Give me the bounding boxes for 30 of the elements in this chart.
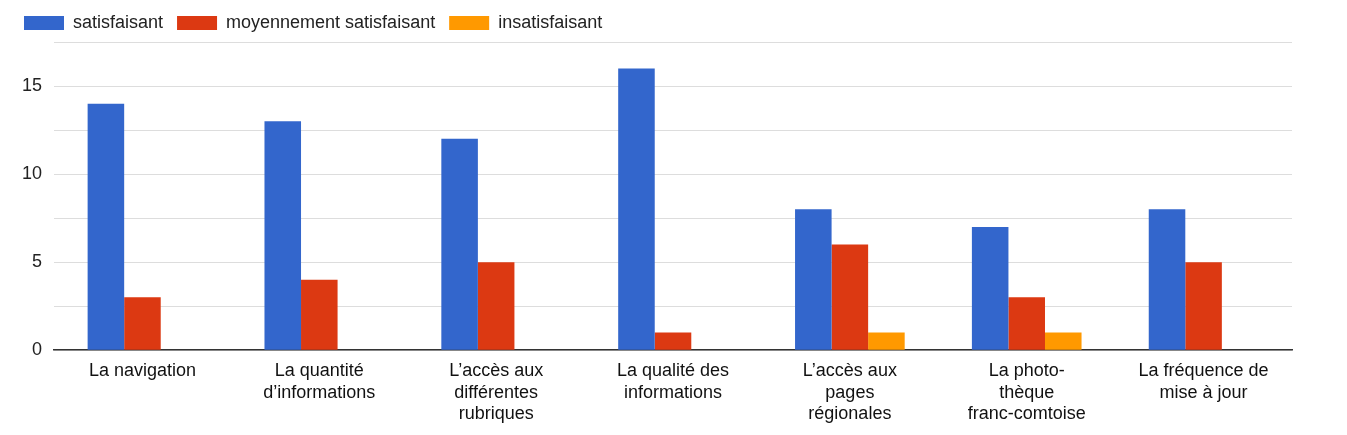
x-tick-label: La fréquence de mise à jour [1138, 359, 1269, 402]
bar [124, 297, 161, 350]
bar [477, 262, 515, 350]
x-tick-label: La qualité des informations [616, 359, 730, 402]
legend-label: insatisfaisant [498, 11, 603, 32]
bar [795, 209, 832, 350]
y-tick-label: 0 [32, 339, 43, 360]
bar [654, 332, 692, 350]
bar [971, 226, 1009, 350]
bar [618, 68, 655, 350]
bar [868, 332, 905, 350]
x-tick-label: L’accès aux pages régionales [802, 359, 897, 424]
bar [441, 138, 478, 350]
bar [301, 279, 338, 350]
x-tick-label: L’accès aux différentes rubriques [449, 359, 544, 424]
bar [264, 121, 302, 350]
bar [831, 244, 869, 350]
legend-label: satisfaisant [73, 11, 164, 32]
bar [1185, 262, 1222, 350]
legend-label: moyennement satisfaisant [226, 11, 436, 32]
x-tick-label: La quantité d’informations [263, 359, 376, 402]
x-tick-label: La navigation [88, 359, 196, 380]
x-tick-label: La photo- thèque franc-comtoise [967, 359, 1086, 424]
bar [1008, 297, 1045, 350]
y-tick-label: 10 [21, 163, 43, 184]
bar [1044, 332, 1082, 350]
y-tick-label: 5 [32, 251, 43, 272]
bar [87, 103, 125, 350]
y-tick-label: 15 [21, 75, 43, 95]
bar [1148, 209, 1186, 350]
